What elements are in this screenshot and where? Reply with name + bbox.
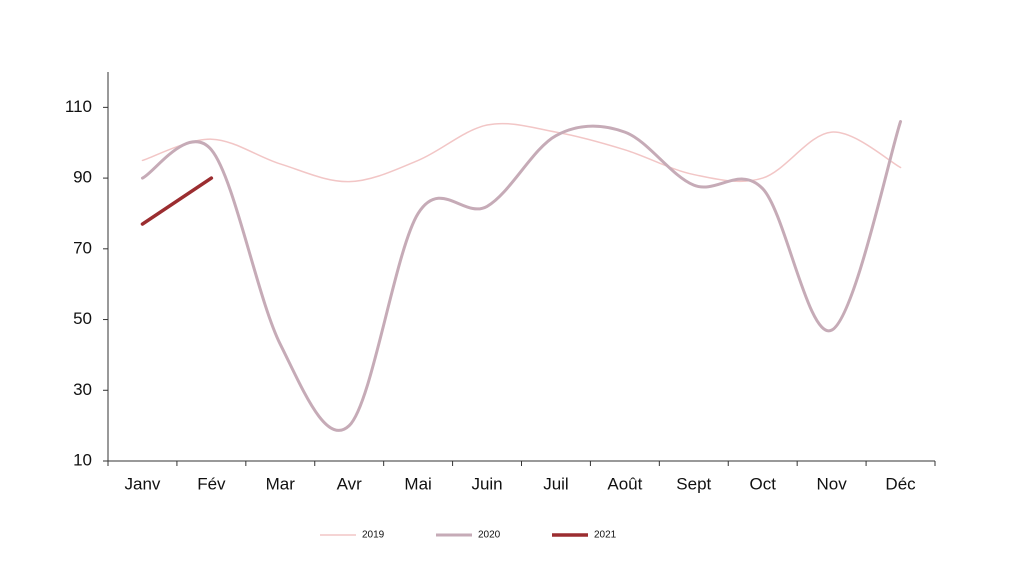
x-tick-label: Mar: [266, 474, 296, 493]
x-tick-label: Fév: [197, 474, 226, 493]
y-tick-label: 70: [73, 238, 92, 257]
x-tick-label: Janv: [124, 474, 160, 493]
series-line: [140, 120, 903, 432]
x-tick-label: Avr: [337, 474, 363, 493]
y-tick-label: 10: [73, 450, 92, 469]
series-line: [141, 122, 902, 183]
x-tick-label: Août: [607, 474, 642, 493]
y-tick-label: 90: [73, 168, 92, 187]
legend-label: 2021: [594, 530, 617, 541]
y-tick-label: 30: [73, 380, 92, 399]
x-tick-label: Juin: [471, 474, 502, 493]
y-tick-label: 110: [65, 97, 92, 116]
x-tick-label: Oct: [749, 474, 776, 493]
x-tick-label: Déc: [885, 474, 916, 493]
x-tick-label: Juil: [543, 474, 569, 493]
legend-label: 2019: [362, 530, 385, 541]
series-line: [140, 176, 214, 226]
x-tick-label: Nov: [817, 474, 848, 493]
legend-label: 2020: [478, 530, 501, 541]
y-tick-label: 50: [73, 309, 92, 328]
x-tick-label: Mai: [404, 474, 431, 493]
x-tick-label: Sept: [676, 474, 711, 493]
